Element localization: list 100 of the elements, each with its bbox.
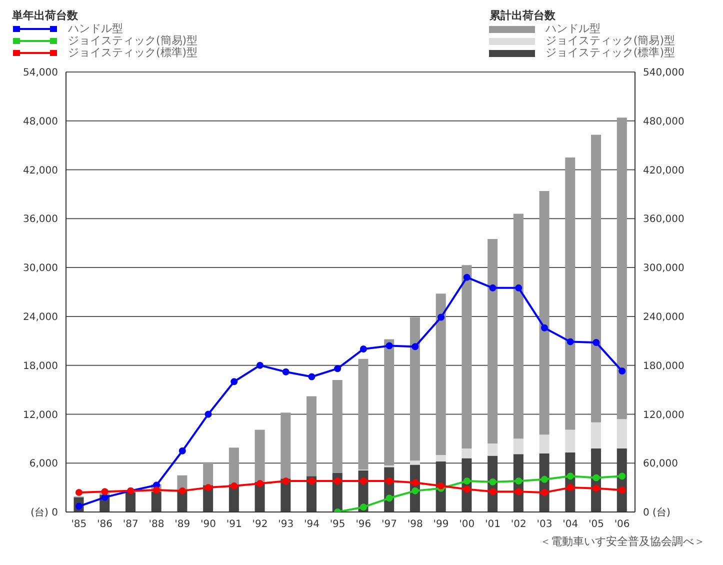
point (334, 365, 342, 372)
point (178, 487, 186, 494)
point (515, 478, 522, 485)
point (230, 482, 238, 490)
y-tick-label: 12,000 (23, 410, 58, 421)
y-tick-label: 54,000 (23, 68, 58, 79)
bar (616, 419, 627, 448)
point (592, 484, 600, 492)
point (204, 410, 212, 418)
bar (410, 317, 420, 461)
y2-tick-label: 180,000 (643, 360, 684, 372)
x-tick-label: '94 (304, 519, 320, 530)
x-tick-label: '99 (433, 519, 449, 530)
legend-label: ジョイスティック(簡易)型 (68, 34, 198, 47)
point (566, 472, 574, 480)
bar (125, 492, 136, 512)
x-tick-label: '06 (614, 519, 630, 530)
point (153, 486, 160, 494)
y2-tick-label: 0 (台) (643, 506, 670, 519)
point (386, 494, 393, 502)
point (489, 488, 496, 496)
legend-label: ハンドル型 (68, 22, 123, 35)
y-tick-label: 24,000 (23, 312, 58, 323)
point (566, 484, 574, 492)
y-tick-label: 30,000 (23, 263, 58, 274)
y-tick-label: 18,000 (23, 360, 58, 372)
bar (306, 396, 317, 476)
x-tick-label: '00 (459, 519, 475, 530)
y2-tick-label: 540,000 (643, 68, 684, 79)
bar (384, 339, 394, 466)
point (412, 343, 419, 350)
bar (539, 434, 550, 454)
bar (462, 448, 472, 458)
bar (462, 265, 472, 448)
y2-tick-label: 60,000 (643, 458, 678, 470)
point (256, 480, 264, 487)
text: 単年出荷台数 (12, 9, 78, 22)
legend-label: ハンドル型 (545, 22, 600, 35)
point (438, 482, 445, 490)
y2-tick-label: 420,000 (643, 165, 684, 176)
y2-tick-label: 480,000 (643, 116, 684, 128)
point (515, 488, 522, 496)
bar (203, 462, 214, 486)
bar (436, 454, 446, 462)
y2-tick-label: 300,000 (643, 263, 684, 274)
text: 累計出荷台数 (489, 9, 556, 22)
point (489, 284, 496, 292)
point (178, 447, 186, 454)
x-tick-label: '05 (588, 519, 604, 530)
bar (358, 358, 368, 470)
x-tick-label: '88 (148, 519, 164, 530)
point (618, 472, 626, 480)
point (463, 486, 470, 493)
bar (151, 492, 162, 512)
bar (565, 158, 576, 430)
legend-label: ジョイスティック(簡易)型 (545, 34, 675, 47)
legend-label: ジョイスティック(標準)型 (68, 46, 198, 59)
x-tick-label: '97 (382, 519, 398, 530)
point (540, 488, 548, 496)
x-tick-label: '98 (407, 519, 423, 530)
bar (513, 214, 524, 439)
y-tick-label: 36,000 (23, 214, 58, 226)
point (438, 314, 445, 321)
text: ＜電動車いす安全普及協会調べ＞ (539, 534, 706, 549)
x-tick-label: '93 (278, 519, 294, 530)
bar (488, 444, 498, 456)
point (101, 488, 108, 496)
point (360, 504, 367, 511)
x-tick-label: '91 (226, 519, 242, 530)
bar (228, 448, 239, 484)
x-tick-label: '85 (71, 519, 87, 530)
x-tick-label: '92 (252, 519, 268, 530)
y-tick-label: (台) 0 (30, 506, 58, 519)
bar (539, 190, 550, 435)
bar (488, 239, 498, 444)
bar (436, 294, 446, 455)
point (230, 378, 238, 386)
point (282, 478, 290, 485)
point (101, 494, 108, 501)
x-tick-label: '01 (485, 519, 500, 530)
bar (591, 422, 602, 448)
y-tick-label: 6,000 (29, 458, 58, 470)
x-tick-label: '95 (330, 519, 346, 530)
bar (280, 412, 291, 479)
y2-tick-label: 240,000 (643, 312, 684, 323)
x-tick-label: '04 (562, 519, 578, 530)
point (618, 368, 626, 375)
point (515, 284, 522, 292)
point (360, 346, 367, 353)
point (75, 488, 82, 496)
bar (332, 380, 342, 473)
x-tick-label: '90 (200, 519, 216, 530)
bar (254, 430, 265, 482)
x-tick-label: '03 (536, 519, 552, 530)
bar (616, 118, 627, 420)
bar (513, 438, 524, 454)
point (386, 478, 393, 485)
point (566, 338, 574, 346)
x-tick-label: '89 (174, 519, 190, 530)
x-tick-label: '02 (510, 519, 526, 530)
